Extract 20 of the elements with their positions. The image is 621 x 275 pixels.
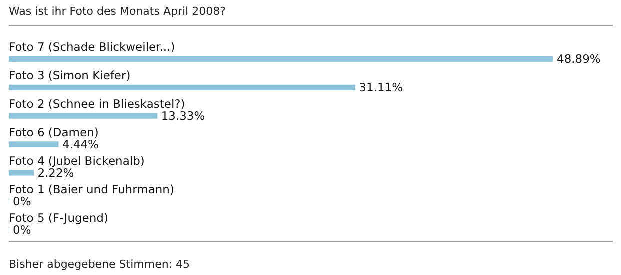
data-label: 48.89% [557, 52, 601, 66]
data-label: 13.33% [161, 109, 206, 124]
text: Bisher abgegebene Stimmen: 45 [9, 258, 190, 271]
bar [9, 56, 553, 62]
y-tick-label: Foto 4 (Jubel Bickenalb) [9, 154, 145, 168]
data-label: 31.11% [359, 80, 404, 95]
data-label: 0% [13, 222, 32, 237]
bar [9, 142, 59, 148]
bar [9, 170, 34, 176]
y-tick-label: Foto 3 (Simon Kiefer) [9, 68, 131, 83]
bar [9, 113, 158, 119]
data-label: 0% [13, 194, 32, 208]
y-tick-label: Foto 6 (Damen) [9, 126, 99, 140]
y-tick-label: Foto 7 (Schade Blickweiler...) [9, 40, 176, 54]
chart-title: Was ist ihr Foto des Monats April 2008? [9, 5, 226, 18]
y-tick-label: Foto 1 (Baier und Fuhrmann) [9, 182, 174, 196]
data-label: 4.44% [62, 137, 100, 152]
y-tick-label: Foto 5 (F-Jugend) [9, 210, 108, 225]
y-tick-label: Foto 2 (Schnee in Blieskastel?) [9, 97, 186, 112]
bar [9, 84, 356, 90]
